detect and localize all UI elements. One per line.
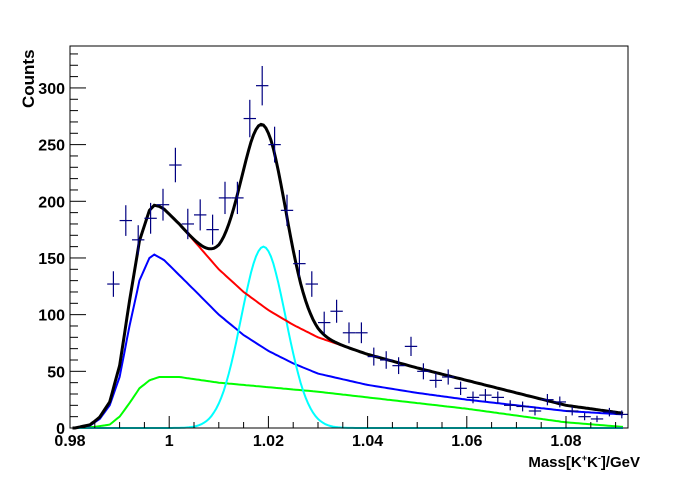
data-points xyxy=(107,65,628,423)
axes: 0.98 1 1.02 1.04 1.06 1.08 0 50 100 150 200 250 300 xyxy=(38,53,617,450)
data-point xyxy=(392,357,405,375)
data-point xyxy=(541,393,554,406)
x-tick-label: 1 xyxy=(165,433,174,450)
data-point xyxy=(318,311,331,334)
data-point xyxy=(380,351,393,369)
y-tick-label: 150 xyxy=(38,251,65,268)
y-axis-label: Counts xyxy=(19,49,38,108)
data-point xyxy=(119,205,132,236)
data-point xyxy=(590,415,604,423)
y-tick-label: 0 xyxy=(56,421,65,438)
data-point xyxy=(429,373,442,388)
curve-background-1 xyxy=(72,253,624,429)
fit-curves xyxy=(72,122,624,430)
y-tick-label: 250 xyxy=(38,138,65,155)
x-axis-label: Mass[K+K-]/GeV xyxy=(528,453,640,471)
x-tick-label: 1.02 xyxy=(253,433,284,450)
data-point xyxy=(256,65,269,106)
data-point xyxy=(330,299,343,323)
x-tick-label: 1.08 xyxy=(550,433,581,450)
curve-signal xyxy=(72,245,623,429)
x-tick-label: 1.06 xyxy=(451,433,482,450)
data-point xyxy=(479,389,492,402)
data-point xyxy=(181,208,194,240)
data-point xyxy=(442,369,455,385)
data-point xyxy=(553,396,566,408)
data-point xyxy=(132,225,145,255)
data-point xyxy=(243,99,256,138)
data-point xyxy=(144,202,157,234)
data-point xyxy=(342,322,356,344)
data-point xyxy=(280,194,294,227)
data-point xyxy=(268,126,281,163)
y-tick-label: 50 xyxy=(47,364,65,381)
data-point xyxy=(355,322,368,344)
plot-frame xyxy=(69,45,629,429)
data-point xyxy=(417,363,430,380)
data-point xyxy=(404,336,418,357)
y-tick-label: 100 xyxy=(38,308,65,325)
data-point xyxy=(528,406,542,416)
data-point xyxy=(504,400,517,411)
curve-total-fit xyxy=(72,122,624,430)
data-point xyxy=(194,199,207,231)
data-point xyxy=(491,391,504,404)
data-point xyxy=(454,381,467,396)
data-point xyxy=(516,401,529,412)
data-point xyxy=(367,347,380,366)
curve-background-2 xyxy=(72,376,624,429)
data-point xyxy=(305,271,318,297)
data-point xyxy=(231,181,244,215)
data-point xyxy=(218,181,232,215)
data-point xyxy=(566,406,579,416)
y-tick-label: 300 xyxy=(38,81,65,98)
data-point xyxy=(107,271,120,297)
data-point xyxy=(169,147,182,183)
data-point xyxy=(466,391,480,404)
data-point xyxy=(206,214,219,245)
data-point xyxy=(603,407,616,417)
data-point xyxy=(615,410,628,419)
data-point xyxy=(578,413,591,421)
x-tick-label: 0.98 xyxy=(54,433,85,450)
data-point xyxy=(293,249,306,278)
x-tick-label: 1.04 xyxy=(352,433,383,450)
y-tick-label: 200 xyxy=(38,194,65,211)
data-point xyxy=(156,188,170,221)
